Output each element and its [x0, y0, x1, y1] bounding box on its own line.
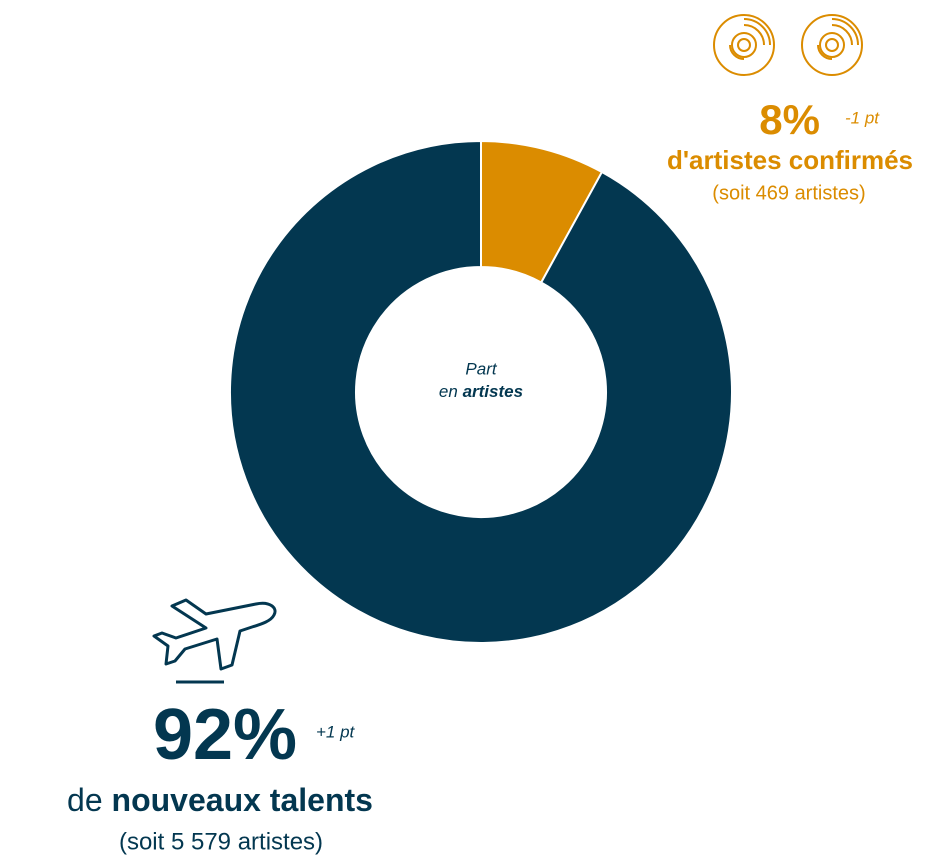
center-label: Part: [465, 359, 497, 378]
change-label: -1 pt: [845, 108, 880, 127]
category-prefix: de: [67, 782, 103, 818]
note: (soit 469 artistes): [712, 182, 865, 204]
category-name: nouveaux talents: [112, 782, 373, 818]
note: (soit 5 579 artistes): [119, 828, 323, 855]
plane-icon: [152, 598, 277, 684]
center-label: en artistes: [439, 382, 523, 401]
category-label: d'artistes confirmés: [667, 145, 913, 175]
vinyl-icons: [713, 14, 863, 76]
slice: [229, 139, 733, 644]
value-label: 8%: [759, 96, 820, 143]
donut: [229, 139, 733, 644]
change-label: +1 pt: [316, 722, 356, 741]
center-label-part: artistes: [463, 382, 523, 401]
center-label-part: en: [439, 382, 458, 401]
value-label: 92%: [153, 695, 297, 775]
category-label: de nouveaux talents: [67, 782, 373, 818]
